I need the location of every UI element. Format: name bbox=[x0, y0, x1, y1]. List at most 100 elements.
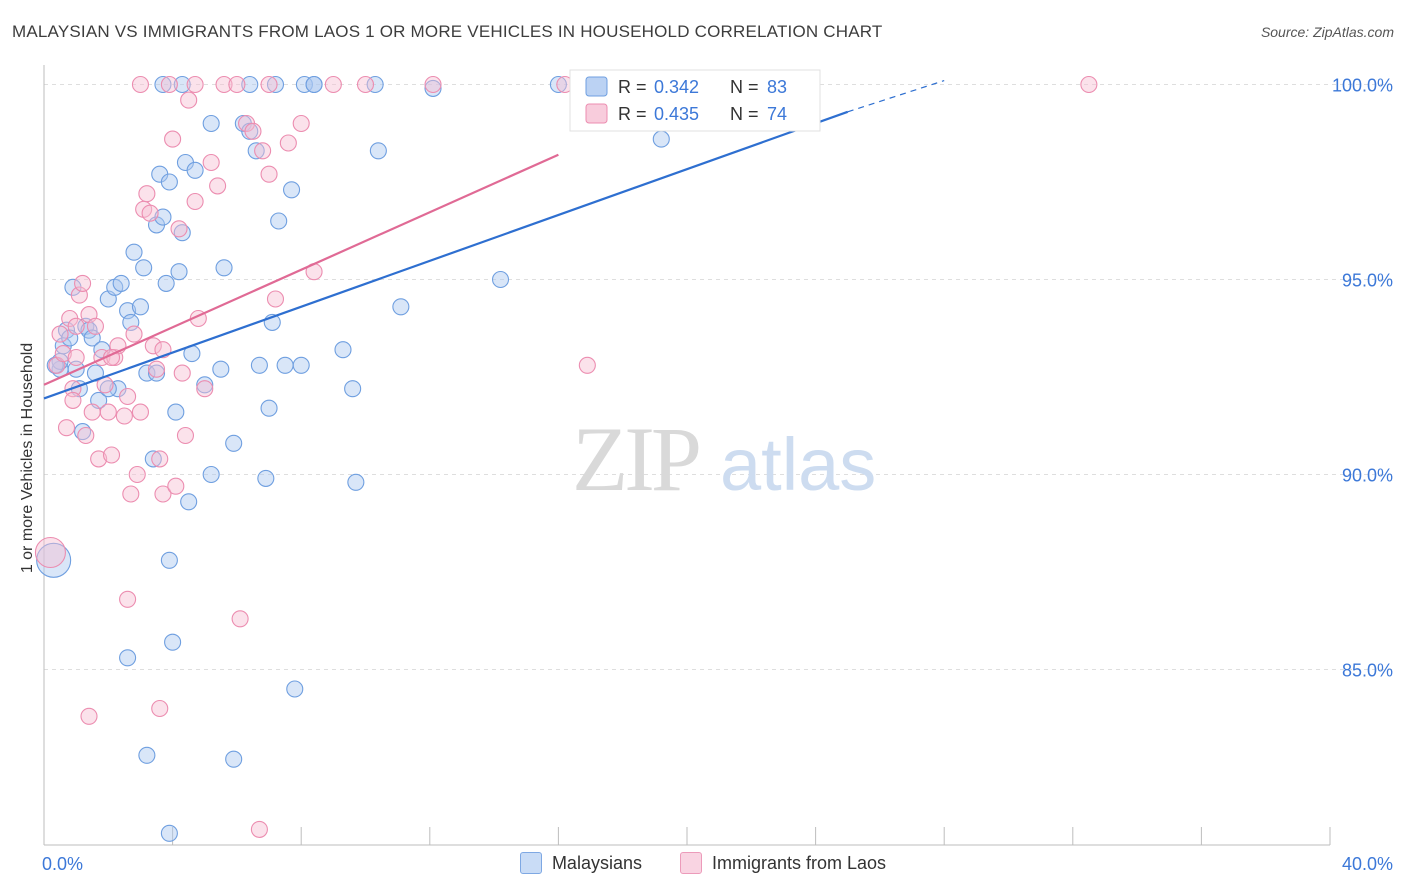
laos-point[interactable] bbox=[128, 465, 146, 484]
malaysians-point[interactable] bbox=[119, 649, 137, 667]
malaysians-point[interactable] bbox=[147, 364, 166, 382]
malaysians-point[interactable] bbox=[247, 142, 265, 160]
laos-point[interactable] bbox=[144, 337, 162, 355]
laos-point[interactable] bbox=[250, 820, 268, 838]
malaysians-point[interactable] bbox=[154, 75, 172, 94]
malaysians-point[interactable] bbox=[260, 399, 278, 417]
laos-point[interactable] bbox=[102, 446, 121, 464]
malaysians-point[interactable] bbox=[392, 298, 410, 316]
malaysians-point[interactable] bbox=[135, 259, 153, 277]
laos-point[interactable] bbox=[170, 220, 188, 238]
laos-point[interactable] bbox=[51, 325, 69, 343]
malaysians-point[interactable] bbox=[196, 376, 214, 394]
laos-point[interactable] bbox=[186, 75, 204, 94]
malaysians-point[interactable] bbox=[266, 75, 285, 94]
malaysians-point[interactable] bbox=[549, 75, 567, 94]
laos-point[interactable] bbox=[119, 590, 137, 608]
malaysians-point[interactable] bbox=[295, 75, 313, 94]
malaysians-point[interactable] bbox=[286, 680, 304, 698]
laos-point[interactable] bbox=[122, 485, 140, 503]
laos-point[interactable] bbox=[151, 699, 169, 718]
laos-point[interactable] bbox=[86, 317, 104, 335]
laos-point[interactable] bbox=[266, 290, 285, 308]
laos-point[interactable] bbox=[173, 364, 191, 382]
malaysians-point[interactable] bbox=[283, 181, 301, 199]
laos-point[interactable] bbox=[83, 403, 101, 421]
laos-point[interactable] bbox=[228, 75, 246, 94]
legend-item-malaysians[interactable]: Malaysians bbox=[519, 852, 642, 874]
malaysians-point[interactable] bbox=[292, 356, 310, 374]
malaysians-point[interactable] bbox=[154, 208, 172, 226]
laos-point[interactable] bbox=[54, 345, 72, 363]
laos-point[interactable] bbox=[209, 177, 227, 195]
laos-point[interactable] bbox=[57, 419, 76, 437]
malaysians-point[interactable] bbox=[186, 161, 204, 179]
laos-point[interactable] bbox=[424, 75, 442, 94]
laos-point[interactable] bbox=[80, 707, 98, 725]
malaysians-point[interactable] bbox=[334, 341, 352, 359]
malaysians-point[interactable] bbox=[167, 403, 185, 421]
laos-point[interactable] bbox=[279, 134, 297, 152]
laos-point[interactable] bbox=[67, 317, 85, 335]
malaysians-point[interactable] bbox=[170, 263, 188, 281]
malaysians-point[interactable] bbox=[366, 75, 384, 94]
laos-point[interactable] bbox=[244, 122, 262, 140]
laos-point[interactable] bbox=[67, 348, 85, 367]
laos-point[interactable] bbox=[215, 75, 233, 94]
malaysians-point[interactable] bbox=[225, 750, 243, 768]
laos-point[interactable] bbox=[64, 391, 82, 409]
laos-point[interactable] bbox=[202, 153, 220, 172]
laos-point[interactable] bbox=[231, 610, 249, 628]
laos-point[interactable] bbox=[154, 485, 172, 503]
laos-point[interactable] bbox=[356, 75, 375, 94]
malaysians-point[interactable] bbox=[160, 551, 178, 569]
malaysians-point[interactable] bbox=[112, 274, 130, 292]
laos-point[interactable] bbox=[99, 403, 117, 421]
laos-point[interactable] bbox=[186, 192, 204, 211]
laos-point[interactable] bbox=[164, 130, 182, 148]
malaysians-point[interactable] bbox=[369, 142, 387, 160]
laos-point[interactable] bbox=[131, 403, 149, 421]
malaysians-point[interactable] bbox=[180, 493, 198, 511]
laos-point[interactable] bbox=[115, 407, 133, 425]
malaysians-point[interactable] bbox=[344, 380, 362, 398]
laos-point[interactable] bbox=[147, 360, 166, 378]
malaysians-point[interactable] bbox=[652, 130, 670, 148]
malaysians-point[interactable] bbox=[212, 360, 230, 378]
malaysians-point[interactable] bbox=[225, 434, 243, 452]
laos-point[interactable] bbox=[180, 91, 198, 109]
laos-point[interactable] bbox=[125, 325, 143, 343]
laos-point[interactable] bbox=[260, 75, 278, 94]
malaysians-point[interactable] bbox=[491, 270, 510, 289]
laos-point[interactable] bbox=[324, 75, 342, 94]
laos-point[interactable] bbox=[141, 204, 159, 222]
malaysians-point[interactable] bbox=[173, 75, 191, 94]
malaysians-point[interactable] bbox=[250, 356, 268, 374]
laos-point[interactable] bbox=[292, 114, 310, 133]
malaysians-point[interactable] bbox=[160, 824, 178, 842]
malaysians-point[interactable] bbox=[202, 465, 220, 484]
malaysians-point[interactable] bbox=[347, 473, 365, 491]
laos-point[interactable] bbox=[77, 426, 95, 445]
malaysians-point[interactable] bbox=[138, 746, 156, 764]
legend-item-laos[interactable]: Immigrants from Laos bbox=[679, 852, 886, 874]
malaysians-point[interactable] bbox=[131, 298, 149, 316]
laos-point[interactable] bbox=[74, 274, 92, 292]
malaysians-point[interactable] bbox=[202, 114, 220, 133]
malaysians-point[interactable] bbox=[36, 542, 72, 578]
malaysians-point[interactable] bbox=[257, 469, 275, 487]
laos-point[interactable] bbox=[260, 165, 278, 183]
malaysians-point[interactable] bbox=[241, 75, 259, 94]
laos-point[interactable] bbox=[160, 75, 178, 94]
malaysians-point[interactable] bbox=[424, 79, 442, 97]
malaysians-point[interactable] bbox=[270, 212, 288, 230]
laos-point[interactable] bbox=[578, 356, 596, 374]
laos-point[interactable] bbox=[151, 450, 169, 468]
laos-point[interactable] bbox=[176, 426, 195, 445]
laos-point[interactable] bbox=[119, 387, 137, 406]
laos-point[interactable] bbox=[254, 142, 272, 160]
malaysians-point[interactable] bbox=[157, 274, 175, 292]
malaysians-point[interactable] bbox=[305, 75, 323, 94]
malaysians-point[interactable] bbox=[164, 633, 182, 651]
laos-point[interactable] bbox=[196, 380, 214, 398]
